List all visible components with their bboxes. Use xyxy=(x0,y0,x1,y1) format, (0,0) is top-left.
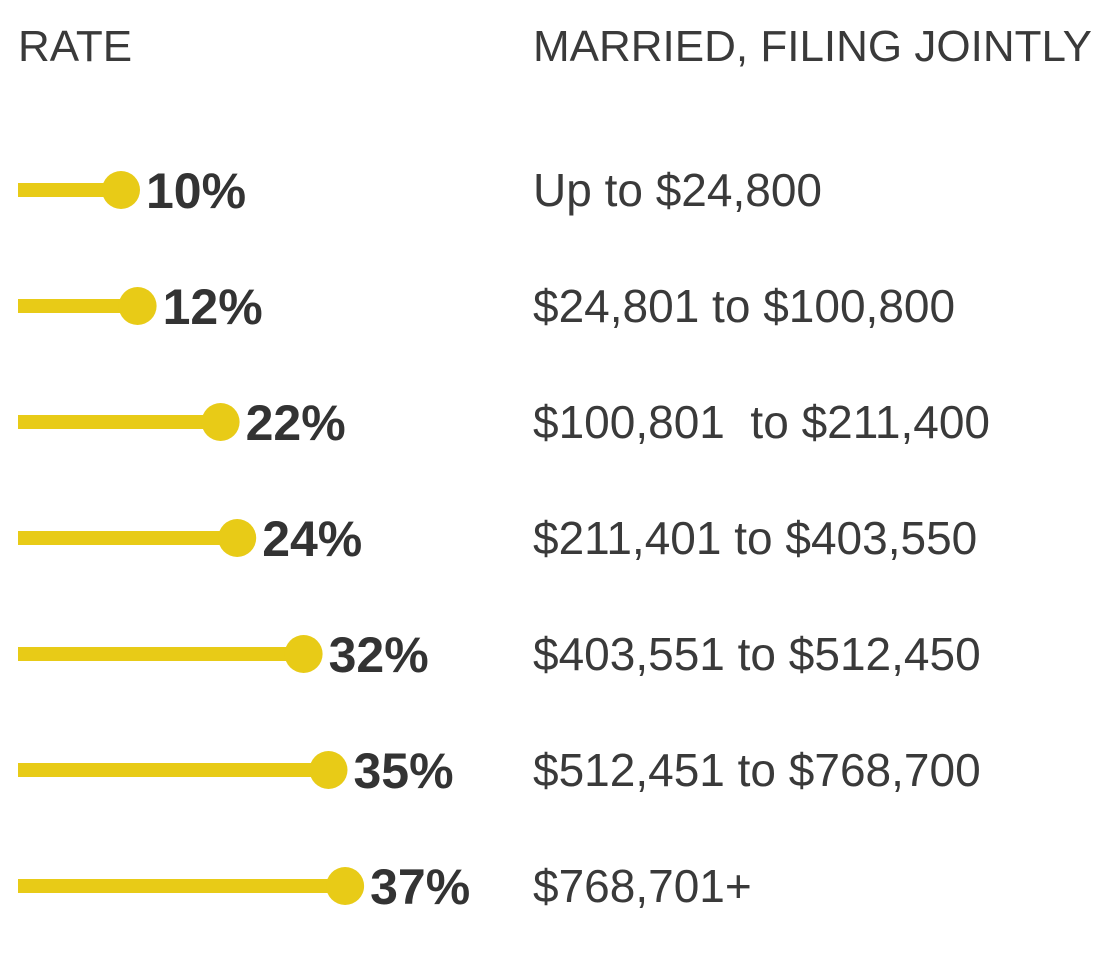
rate-dot xyxy=(218,519,257,557)
income-range-label: Up to $24,800 xyxy=(533,164,822,216)
rate-bar xyxy=(18,647,304,661)
rate-label: 10% xyxy=(146,163,246,219)
income-range-label: $100,801 to $211,400 xyxy=(533,396,990,448)
rate-label: 22% xyxy=(246,395,346,451)
rate-dot xyxy=(309,751,348,789)
income-range-label: $512,451 to $768,700 xyxy=(533,744,981,796)
rate-bar xyxy=(18,415,221,429)
income-range-label: $24,801 to $100,800 xyxy=(533,280,955,332)
rate-bar xyxy=(18,299,138,313)
rate-column-header: RATE xyxy=(18,22,133,71)
rate-dot xyxy=(118,287,157,325)
income-range-label: $403,551 to $512,450 xyxy=(533,628,981,680)
income-range-label: $211,401 to $403,550 xyxy=(533,512,977,564)
rate-dot xyxy=(284,635,323,673)
rate-label: 32% xyxy=(329,627,429,683)
filing-status-column-header: MARRIED, FILING JOINTLY xyxy=(533,22,1093,71)
rate-label: 37% xyxy=(370,859,470,915)
rate-dot xyxy=(326,867,365,905)
rate-bar xyxy=(18,763,329,777)
rate-dot xyxy=(201,403,240,441)
rate-label: 24% xyxy=(262,511,362,567)
rate-dot xyxy=(102,171,140,209)
rate-bar xyxy=(18,879,346,893)
rate-bar xyxy=(18,531,238,545)
income-range-label: $768,701+ xyxy=(533,860,752,912)
rate-label: 12% xyxy=(163,279,263,335)
rate-label: 35% xyxy=(354,743,454,799)
rate-bar xyxy=(18,183,121,197)
